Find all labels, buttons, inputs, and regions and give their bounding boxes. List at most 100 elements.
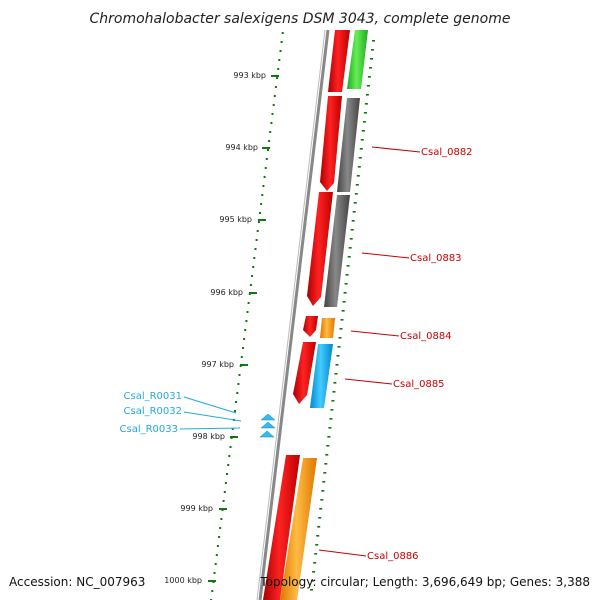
- gene-label-csal-r0033[interactable]: Csal_R0033: [120, 424, 179, 435]
- minor-tick-dot: [358, 157, 362, 159]
- minor-tick-dot: [213, 572, 216, 574]
- minor-tick-dot: [312, 571, 316, 573]
- blue-feature[interactable]: [310, 344, 333, 408]
- minor-tick-dot: [226, 473, 228, 475]
- minor-tick-dot: [262, 185, 265, 187]
- minor-tick-dot: [321, 490, 325, 492]
- cds-track: [263, 30, 350, 600]
- minor-tick-dot: [331, 400, 335, 402]
- minor-tick-dot: [355, 184, 359, 186]
- gene-label-csal-0883[interactable]: Csal_0883: [410, 253, 462, 264]
- gene-label-csal-0885[interactable]: Csal_0885: [393, 379, 445, 390]
- minor-tick-dot: [234, 410, 236, 412]
- minor-tick-dot: [351, 220, 355, 222]
- minor-tick-dot: [224, 482, 227, 484]
- minor-tick-dot: [244, 329, 247, 331]
- minor-tick-dot: [320, 499, 324, 501]
- minor-tick-dot: [272, 104, 275, 106]
- gene-label-csal-0886[interactable]: Csal_0886: [367, 551, 419, 562]
- tick-dots-inner: [310, 40, 375, 591]
- leader-line: [350, 330, 400, 337]
- minor-tick-dot: [310, 589, 314, 591]
- trna-marker[interactable]: [260, 421, 276, 429]
- cds-feature[interactable]: [307, 192, 333, 306]
- minor-tick-dot: [328, 427, 332, 429]
- minor-tick-dot: [341, 310, 345, 312]
- minor-tick-dot: [338, 337, 342, 339]
- minor-tick-dot: [325, 454, 329, 456]
- minor-tick-dot: [251, 275, 254, 277]
- minor-tick-dot: [360, 139, 364, 141]
- leader-line: [361, 252, 410, 259]
- minor-tick-dot: [231, 428, 234, 430]
- minor-tick-dot: [345, 274, 349, 276]
- minor-tick-dot: [326, 445, 330, 447]
- minor-tick-dot: [363, 112, 367, 114]
- minor-tick-dot: [359, 148, 363, 150]
- minor-tick-dot: [315, 544, 319, 546]
- cds-feature[interactable]: [328, 30, 350, 92]
- minor-tick-dot: [348, 247, 352, 249]
- cds-feature[interactable]: [293, 342, 316, 404]
- minor-tick-dot: [343, 292, 347, 294]
- minor-tick-dot: [362, 121, 366, 123]
- minor-tick-dot: [333, 382, 337, 384]
- orange-feature[interactable]: [320, 318, 335, 338]
- minor-tick-dot: [357, 166, 361, 168]
- minor-tick-dot: [220, 518, 223, 520]
- minor-tick-dot: [269, 131, 272, 133]
- minor-tick-dot: [270, 122, 273, 124]
- minor-tick-dot: [337, 346, 341, 348]
- minor-tick-dot: [222, 500, 225, 502]
- minor-tick-dot: [350, 229, 354, 231]
- tick-label: 995 kbp: [219, 215, 252, 224]
- minor-tick-dot: [311, 580, 315, 582]
- tick-label: 993 kbp: [233, 71, 266, 80]
- minor-tick-dot: [327, 436, 331, 438]
- minor-tick-dot: [260, 203, 263, 205]
- leader-line: [344, 378, 393, 385]
- minor-tick-dot: [246, 311, 249, 313]
- orange-feature[interactable]: [280, 458, 317, 600]
- minor-tick-dot: [346, 265, 350, 267]
- trna-label-leaders: [179, 396, 242, 430]
- minor-tick-dot: [322, 481, 326, 483]
- cds-feature[interactable]: [320, 96, 342, 191]
- minor-tick-dot: [240, 356, 243, 358]
- cds-feature[interactable]: [303, 316, 318, 337]
- minor-tick-dot: [319, 508, 323, 510]
- gray-feature[interactable]: [337, 98, 360, 192]
- minor-tick-dot: [353, 202, 357, 204]
- minor-tick-dot: [339, 328, 343, 330]
- minor-tick-dot: [215, 554, 218, 556]
- minor-tick-dot: [342, 301, 346, 303]
- trna-marker[interactable]: [259, 430, 275, 438]
- minor-tick-dot: [313, 562, 317, 564]
- minor-tick-dot: [274, 86, 277, 88]
- minor-tick-dot: [324, 463, 328, 465]
- minor-tick-dot: [334, 373, 338, 375]
- feature-track-outer: [280, 30, 368, 600]
- minor-tick-dot: [317, 526, 321, 528]
- gene-label-csal-0884[interactable]: Csal_0884: [400, 331, 452, 342]
- minor-tick-dot: [356, 175, 360, 177]
- backbone-line-inner: [256, 29, 326, 600]
- minor-tick-dot: [277, 68, 280, 70]
- minor-tick-dot: [265, 158, 268, 160]
- minor-tick-dot: [223, 491, 226, 493]
- cds-feature[interactable]: [263, 455, 300, 600]
- minor-tick-dot: [336, 355, 340, 357]
- minor-tick-dot: [242, 347, 244, 349]
- gene-label-csal-r0031[interactable]: Csal_R0031: [124, 391, 183, 402]
- gene-label-csal-0882[interactable]: Csal_0882: [421, 147, 473, 158]
- green-feature[interactable]: [347, 30, 368, 89]
- minor-tick-dot: [211, 590, 214, 592]
- gene-label-csal-r0032[interactable]: Csal_R0032: [124, 406, 183, 417]
- leader-line: [183, 411, 242, 422]
- gray-feature[interactable]: [324, 195, 350, 307]
- minor-tick-dot: [279, 50, 282, 52]
- minor-tick-dot: [216, 545, 219, 547]
- minor-tick-dot: [316, 535, 320, 537]
- trna-marker[interactable]: [260, 413, 276, 421]
